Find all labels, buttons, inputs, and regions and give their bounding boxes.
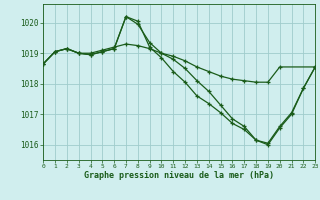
X-axis label: Graphe pression niveau de la mer (hPa): Graphe pression niveau de la mer (hPa) [84,171,274,180]
